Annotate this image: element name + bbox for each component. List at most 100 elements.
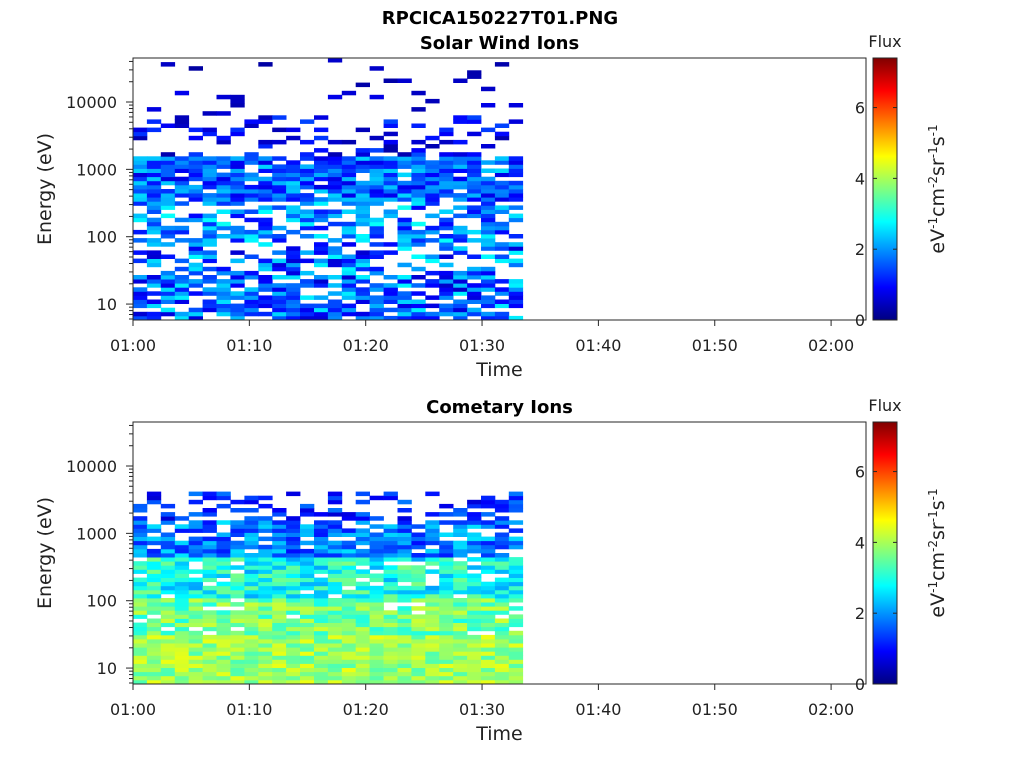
heatmap-cell [341,172,357,178]
heatmap-cell [383,295,398,300]
heatmap-cell [439,520,454,525]
heatmap-cell [327,152,343,157]
heatmap-cell [397,225,412,231]
heatmap-cell [300,119,315,124]
heatmap-cell [467,131,482,137]
heatmap-cell [341,266,357,272]
heatmap-cell [341,569,357,574]
heatmap-cell [314,528,329,533]
heatmap-cell [369,299,384,304]
heatmap-cell [481,614,496,619]
heatmap-cell [146,602,162,607]
heatmap-cell [494,679,510,685]
heatmap-cell [341,311,357,317]
heatmap-cell [244,630,259,636]
heatmap-cell [425,283,440,288]
heatmap-cell [494,315,510,321]
heatmap-cell [272,671,287,677]
heatmap-cell [411,618,426,623]
heatmap-cell [439,512,454,517]
heatmap-cell [230,193,245,198]
heatmap-cell [160,160,176,165]
heatmap-cell [439,295,454,300]
heatmap-cell [425,593,440,599]
heatmap-cell [300,675,315,681]
heatmap-cell [314,242,329,247]
heatmap-cell [453,225,468,231]
heatmap-cell [327,675,343,681]
heatmap-cell [300,168,315,173]
heatmap-cell [230,209,245,214]
heatmap-cell [397,540,412,546]
heatmap-cell [244,156,259,161]
heatmap-cell [160,598,176,603]
heatmap-cell [369,201,384,206]
heatmap-cell [244,217,259,223]
heatmap-cell [133,503,148,509]
heatmap-cell [188,548,203,554]
heatmap-cell [467,160,482,165]
heatmap-cell [314,197,329,202]
heatmap-cell [258,536,273,542]
heatmap-cell [258,193,273,198]
heatmap-cell [314,679,329,685]
heatmap-cell [314,127,329,133]
heatmap-cell [146,540,162,546]
colorbar-tick-label: 0 [855,311,865,330]
heatmap-cell [411,643,426,648]
heatmap-cell [244,626,259,632]
heatmap-cell [411,593,426,599]
heatmap-cell [286,307,301,313]
heatmap-cell [272,614,287,619]
heatmap-cell [146,299,162,304]
heatmap-cell [314,172,329,178]
heatmap-cell [244,176,259,182]
y-tick-label: 1000 [76,160,117,179]
heatmap-cell [383,540,398,546]
heatmap-cell [286,254,301,259]
heatmap-cell [383,651,398,656]
y-tick-label: 100 [86,592,117,611]
heatmap-cell [174,184,190,190]
heatmap-cell [467,193,482,198]
heatmap-cell [453,193,468,198]
heatmap-cell [341,303,357,309]
heatmap-cell [272,540,287,546]
heatmap-cell [453,246,468,251]
heatmap-cell [481,548,496,554]
heatmap-cell [327,168,343,173]
heatmap-cell [369,307,384,313]
heatmap-cell [146,679,162,685]
heatmap-cell [216,172,231,178]
heatmap-cell [397,221,412,227]
heatmap-cell [244,598,259,603]
heatmap-cell [453,512,468,517]
heatmap-cell [160,512,176,517]
heatmap-cell [467,524,482,529]
heatmap-cell [160,659,176,664]
heatmap-cell [369,593,384,599]
heatmap-cell [202,524,217,529]
heatmap-cell [327,213,343,219]
heatmap-cell [133,647,148,652]
heatmap-cell [327,671,343,677]
panel-1-colorbar [872,57,898,321]
heatmap-cell [286,585,301,591]
heatmap-cell [341,581,357,587]
heatmap-cell [146,184,162,190]
heatmap-cell [160,295,176,300]
heatmap-cell [286,164,301,169]
heatmap-cell [439,254,454,259]
heatmap-cell [425,135,440,141]
heatmap-cell [146,499,162,505]
heatmap-cell [327,524,343,529]
heatmap-cell [467,299,482,304]
heatmap-cell [453,589,468,595]
heatmap-cell [300,270,315,276]
heatmap-cell [453,287,468,292]
heatmap-cell [174,266,190,272]
heatmap-cell [230,250,245,255]
heatmap-cell [439,307,454,313]
heatmap-cell [327,303,343,309]
